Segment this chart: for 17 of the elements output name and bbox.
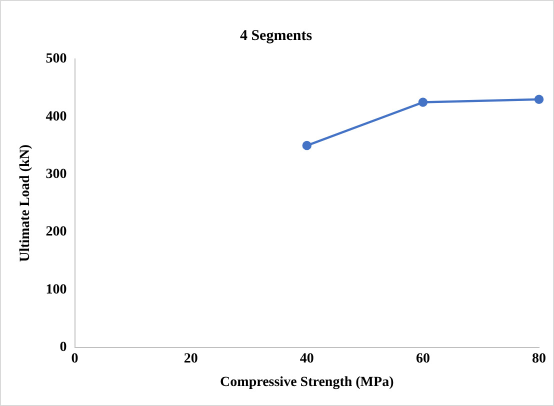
y-tick-label: 200 — [46, 224, 67, 240]
y-tick-label: 500 — [46, 52, 67, 67]
y-tick-label: 300 — [46, 166, 67, 182]
y-axis-title: Ultimate Load (kN) — [18, 144, 34, 262]
x-tick-label: 20 — [184, 351, 198, 366]
y-tick-label: 400 — [46, 109, 67, 124]
x-tick-label: 0 — [71, 351, 78, 366]
point — [418, 98, 428, 107]
x-tick-label: 40 — [300, 351, 314, 366]
y-tick-label: 100 — [46, 282, 67, 298]
chart-title: 4 Segments — [240, 28, 312, 44]
x-tick-label: 60 — [416, 351, 430, 366]
x-axis-title: Compressive Strength (MPa) — [220, 375, 394, 390]
x-tick-label: 80 — [532, 351, 546, 366]
y-tick-label: 0 — [60, 340, 67, 356]
point — [534, 94, 544, 104]
point — [302, 140, 312, 150]
